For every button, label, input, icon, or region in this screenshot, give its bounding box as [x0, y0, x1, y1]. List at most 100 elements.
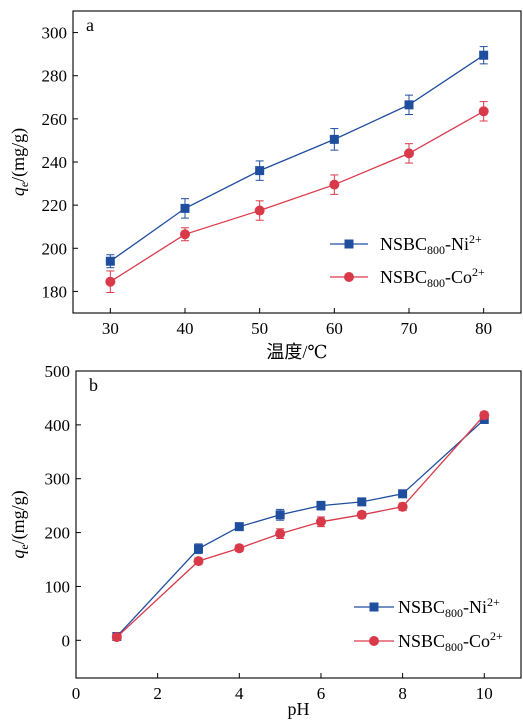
data-point [479, 410, 490, 421]
x-tick-label: 30 [102, 319, 119, 338]
legend-label-ion: -Co [463, 631, 490, 651]
data-point [329, 179, 340, 190]
x-tick-label: 2 [153, 684, 162, 703]
series-line [109, 54, 485, 262]
panel-label: a [86, 15, 94, 35]
y-tick-label: 200 [45, 524, 71, 543]
data-point [105, 256, 115, 266]
data-point [105, 276, 116, 287]
legend-label-base: NSBC [380, 234, 427, 254]
y-axis-label: qe/(mg/g) [8, 128, 31, 196]
legend-entry: NSBC800-Ni2+ [330, 232, 482, 257]
data-point [111, 632, 122, 643]
data-point [180, 229, 190, 240]
legend-marker [344, 272, 354, 282]
legend-entry: NSBC800-Ni2+ [354, 595, 500, 620]
data-point [255, 166, 265, 176]
legend-marker [369, 636, 379, 646]
data-point [398, 489, 408, 499]
x-tick-label: 80 [475, 319, 492, 338]
y-axis-label-main: q [8, 550, 28, 559]
legend-label-sub: 800 [427, 243, 445, 257]
y-tick-label: 260 [42, 110, 68, 129]
legend-label-sup: 2+ [490, 629, 503, 643]
legend-label-sup: 2+ [472, 265, 485, 279]
series-line [109, 110, 485, 283]
data-point [404, 100, 414, 110]
series-line [116, 414, 485, 638]
x-axis-label: pH [288, 699, 310, 719]
y-axis-label-unit: /(mg/g) [8, 128, 29, 182]
legend-label-sub: 800 [445, 640, 463, 654]
legend-label-base: NSBC [398, 631, 445, 651]
legend-entry: NSBC800-Co2+ [354, 629, 503, 654]
data-point [234, 522, 244, 532]
series-co [105, 101, 489, 294]
x-tick-label: 40 [177, 319, 194, 338]
data-point [234, 543, 245, 554]
x-tick-label: 8 [398, 684, 407, 703]
data-point [397, 501, 408, 512]
legend-label-sub: 800 [427, 276, 445, 290]
legend-marker [369, 602, 379, 612]
data-point [193, 556, 204, 567]
x-tick-label: 60 [326, 319, 343, 338]
y-tick-label: 240 [42, 153, 68, 172]
y-axis-label-main: q [8, 187, 28, 196]
legend-label-sub: 800 [445, 606, 463, 620]
chart-panel-a: 30 40 50 60 70 80 180 200 220 240 260 280 300 a 温度/℃ qe… [8, 10, 522, 362]
y-tick-label: 500 [45, 362, 71, 381]
y-tick-label: 220 [42, 196, 68, 215]
plot-frame [75, 370, 522, 679]
x-tick-label: 0 [72, 684, 81, 703]
data-point [275, 510, 285, 520]
x-tick-label: 70 [401, 319, 418, 338]
y-axis-label: qe/(mg/g) [8, 490, 31, 558]
data-point [316, 501, 326, 511]
x-tick-label: 10 [476, 684, 493, 703]
y-axis-label-sub: e [17, 544, 31, 549]
x-axis-label: 温度/℃ [266, 342, 327, 362]
legend-label: NSBC800-Co2+ [398, 629, 503, 654]
legend-label-sup: 2+ [469, 232, 482, 246]
data-point [356, 509, 367, 520]
y-tick-label: 180 [42, 282, 68, 301]
y-tick-label: 280 [42, 67, 68, 86]
data-point [329, 134, 339, 144]
chart-panel-b: 0 2 4 6 8 100100200300400500bpHqe/(mg/g)NSBC8… [8, 362, 522, 719]
data-point [479, 50, 489, 60]
data-point [478, 106, 489, 117]
legend-label-sup: 2+ [487, 595, 500, 609]
series-line [116, 419, 485, 637]
legend-label-base: NSBC [398, 597, 445, 617]
legend-label-ion: -Ni [463, 597, 487, 617]
data-point [404, 148, 414, 159]
data-point [315, 516, 326, 527]
data-point [357, 497, 367, 507]
legend-label-ion: -Co [445, 267, 472, 287]
x-tick-label: 6 [317, 684, 326, 703]
legend-entry: NSBC800-Co2+ [330, 265, 485, 290]
data-point [254, 205, 265, 216]
series-ni [105, 46, 489, 269]
y-tick-label: 100 [45, 577, 71, 596]
x-tick-label: 4 [235, 684, 244, 703]
y-tick-label: 300 [42, 24, 68, 43]
legend-marker [344, 239, 354, 249]
legend-label: NSBC800-Co2+ [380, 265, 485, 290]
y-tick-label: 200 [42, 239, 68, 258]
data-point [193, 544, 203, 554]
y-axis-label-sub: e [17, 182, 31, 187]
legend-label-ion: -Ni [445, 234, 469, 254]
legend-label-base: NSBC [380, 267, 427, 287]
y-tick-label: 300 [45, 470, 71, 489]
legend-label: NSBC800-Ni2+ [398, 595, 500, 620]
series-co [111, 410, 490, 643]
x-tick-label: 50 [251, 319, 268, 338]
y-axis-label-unit: /(mg/g) [8, 490, 29, 544]
panel-label: b [89, 375, 98, 395]
y-tick-label: 400 [45, 416, 71, 435]
legend-label: NSBC800-Ni2+ [380, 232, 482, 257]
y-tick-label: 0 [62, 631, 71, 650]
